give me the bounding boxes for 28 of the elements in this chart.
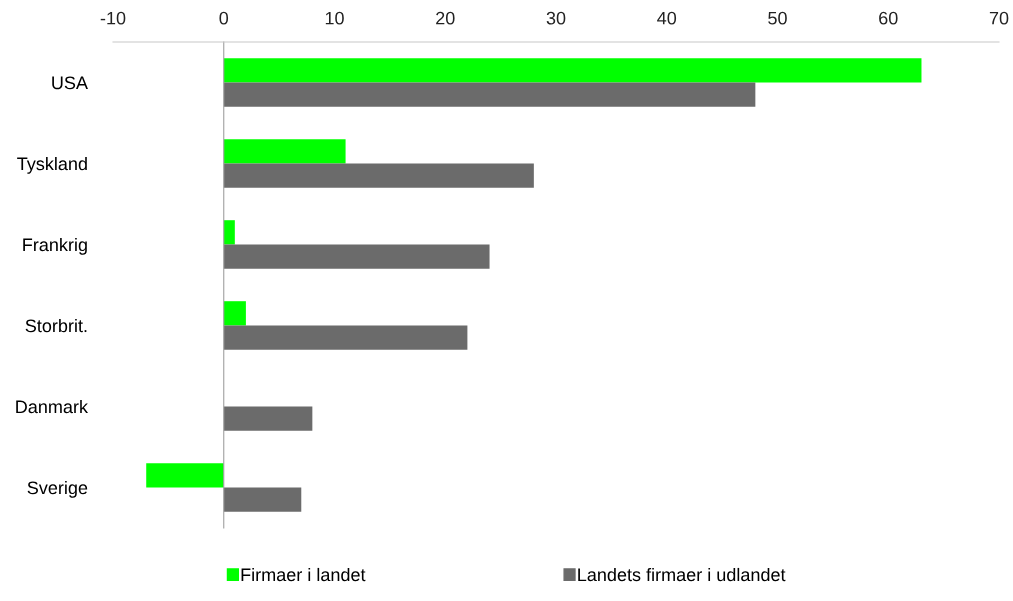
y-tick-label: Storbrit. [25,318,87,333]
x-tick-label: 40 [657,11,677,25]
x-tick-label: 50 [768,11,787,25]
y-tick-label: USA [52,76,88,90]
bar [223,406,313,431]
bar [223,301,246,326]
bar [223,139,346,164]
bar [223,163,534,188]
y-tick-label: Sverige [27,480,88,498]
bar [223,325,468,350]
bar [223,58,922,83]
bar [223,82,756,107]
x-tick-label: 70 [989,11,1009,25]
y-tick-label: Frankrig [23,237,87,255]
legend-label: Landets firmaer i udlandet [578,567,786,582]
x-tick-label: 30 [546,11,566,25]
y-tick-label: Danmark [16,399,89,414]
bar [223,244,490,269]
x-tick-label: 0 [219,11,229,25]
bar [223,487,302,512]
x-tick-label: -10 [100,11,126,25]
bar [146,463,224,488]
legend-label: Firmaer i landet [241,567,366,582]
x-tick-label: 60 [879,11,898,25]
y-tick-label: Tyskland [17,156,87,174]
bar [223,220,235,245]
x-tick-label: 10 [325,11,344,25]
x-tick-label: 20 [436,11,455,25]
